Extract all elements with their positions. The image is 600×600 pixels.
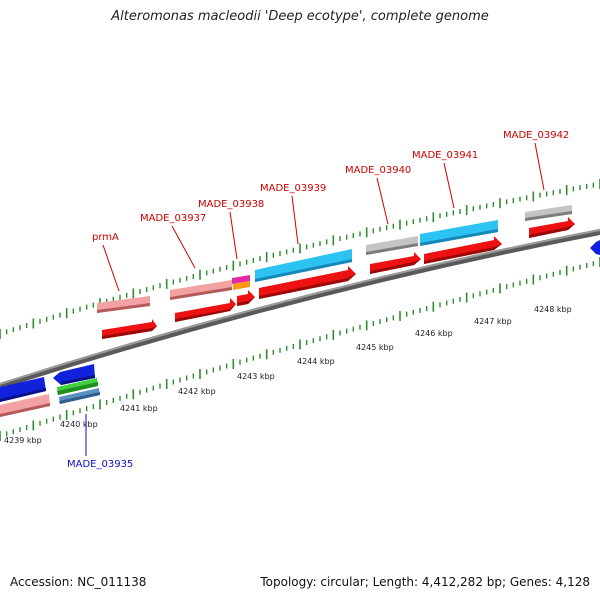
gene-made-03938-upper[interactable] — [232, 275, 250, 290]
genome-backbone — [0, 229, 600, 389]
gene-labels: prmA MADE_03937 MADE_03938 MADE_03939 MADE_0… — [67, 130, 569, 470]
forward-scale-ticks — [0, 179, 600, 339]
gene-label-made-03941[interactable]: MADE_03941 — [412, 150, 478, 161]
kbp-label: 4242 kbp — [178, 387, 216, 396]
kbp-label: 4241 kbp — [120, 404, 158, 413]
cds-reverse-blue-arrow[interactable] — [53, 364, 95, 385]
accession-text: Accession: NC_011138 — [10, 575, 147, 589]
cds-made-03939-arrow[interactable] — [259, 266, 356, 299]
gene-label-made-03937[interactable]: MADE_03937 — [140, 213, 206, 224]
genome-title: Alteromonas macleodii 'Deep ecotype', co… — [111, 9, 489, 24]
gene-made-03941-upper[interactable] — [420, 220, 498, 246]
gene-made-03939-upper[interactable] — [255, 249, 352, 282]
cds-made-03942-arrow[interactable] — [529, 217, 575, 238]
gene-made-03937-upper[interactable] — [170, 280, 232, 300]
label-leader-line — [534, 142, 545, 191]
kbp-label: 4248 kbp — [534, 305, 572, 314]
gene-made-03935-green[interactable] — [57, 378, 98, 395]
label-leader-line — [229, 211, 238, 260]
kbp-label: 4244 kbp — [297, 357, 335, 366]
kbp-label: 4240 kbp — [60, 420, 98, 429]
cds-offscreen-right-arrow[interactable] — [590, 240, 600, 255]
label-leader-line — [171, 225, 196, 269]
cds-reverse-blue-left[interactable] — [0, 377, 46, 402]
label-leader-line — [102, 244, 120, 292]
gene-label-made-03935[interactable]: MADE_03935 — [67, 459, 133, 470]
reverse-scale-ticks — [0, 257, 600, 441]
gene-label-made-03939[interactable]: MADE_03939 — [260, 183, 326, 194]
cds-reverse-pink-left[interactable] — [0, 394, 50, 417]
cds-made-03937-arrow[interactable] — [175, 298, 236, 322]
cds-made-03941-arrow[interactable] — [424, 236, 502, 264]
gene-made-03940-upper[interactable] — [366, 236, 418, 255]
kbp-label: 4247 kbp — [474, 317, 512, 326]
kbp-label: 4246 kbp — [415, 329, 453, 338]
kbp-label: 4243 kbp — [237, 372, 275, 381]
gene-made-03935-steel[interactable] — [59, 388, 100, 404]
label-leader-line — [443, 162, 455, 209]
kbp-label: 4239 kbp — [4, 436, 42, 445]
gene-made-03942-upper[interactable] — [525, 205, 572, 221]
label-leader-line — [291, 195, 299, 245]
cds-prmA-arrow[interactable] — [102, 319, 157, 339]
gene-label-made-03942[interactable]: MADE_03942 — [503, 130, 569, 141]
label-leader-line — [376, 177, 389, 225]
gene-label-prma[interactable]: prmA — [92, 232, 119, 243]
topology-summary: Topology: circular; Length: 4,412,282 bp… — [260, 575, 590, 589]
gene-label-made-03940[interactable]: MADE_03940 — [345, 165, 411, 176]
cds-made-03938-arrow[interactable] — [237, 290, 255, 306]
gene-prmA-upper[interactable] — [97, 296, 150, 313]
kbp-label: 4245 kbp — [356, 343, 394, 352]
kbp-scale-labels: 4239 kbp 4240 kbp 4241 kbp 4242 kbp 4243 kbp… — [4, 305, 572, 445]
cds-made-03940-arrow[interactable] — [370, 252, 421, 274]
gene-label-made-03938[interactable]: MADE_03938 — [198, 199, 264, 210]
